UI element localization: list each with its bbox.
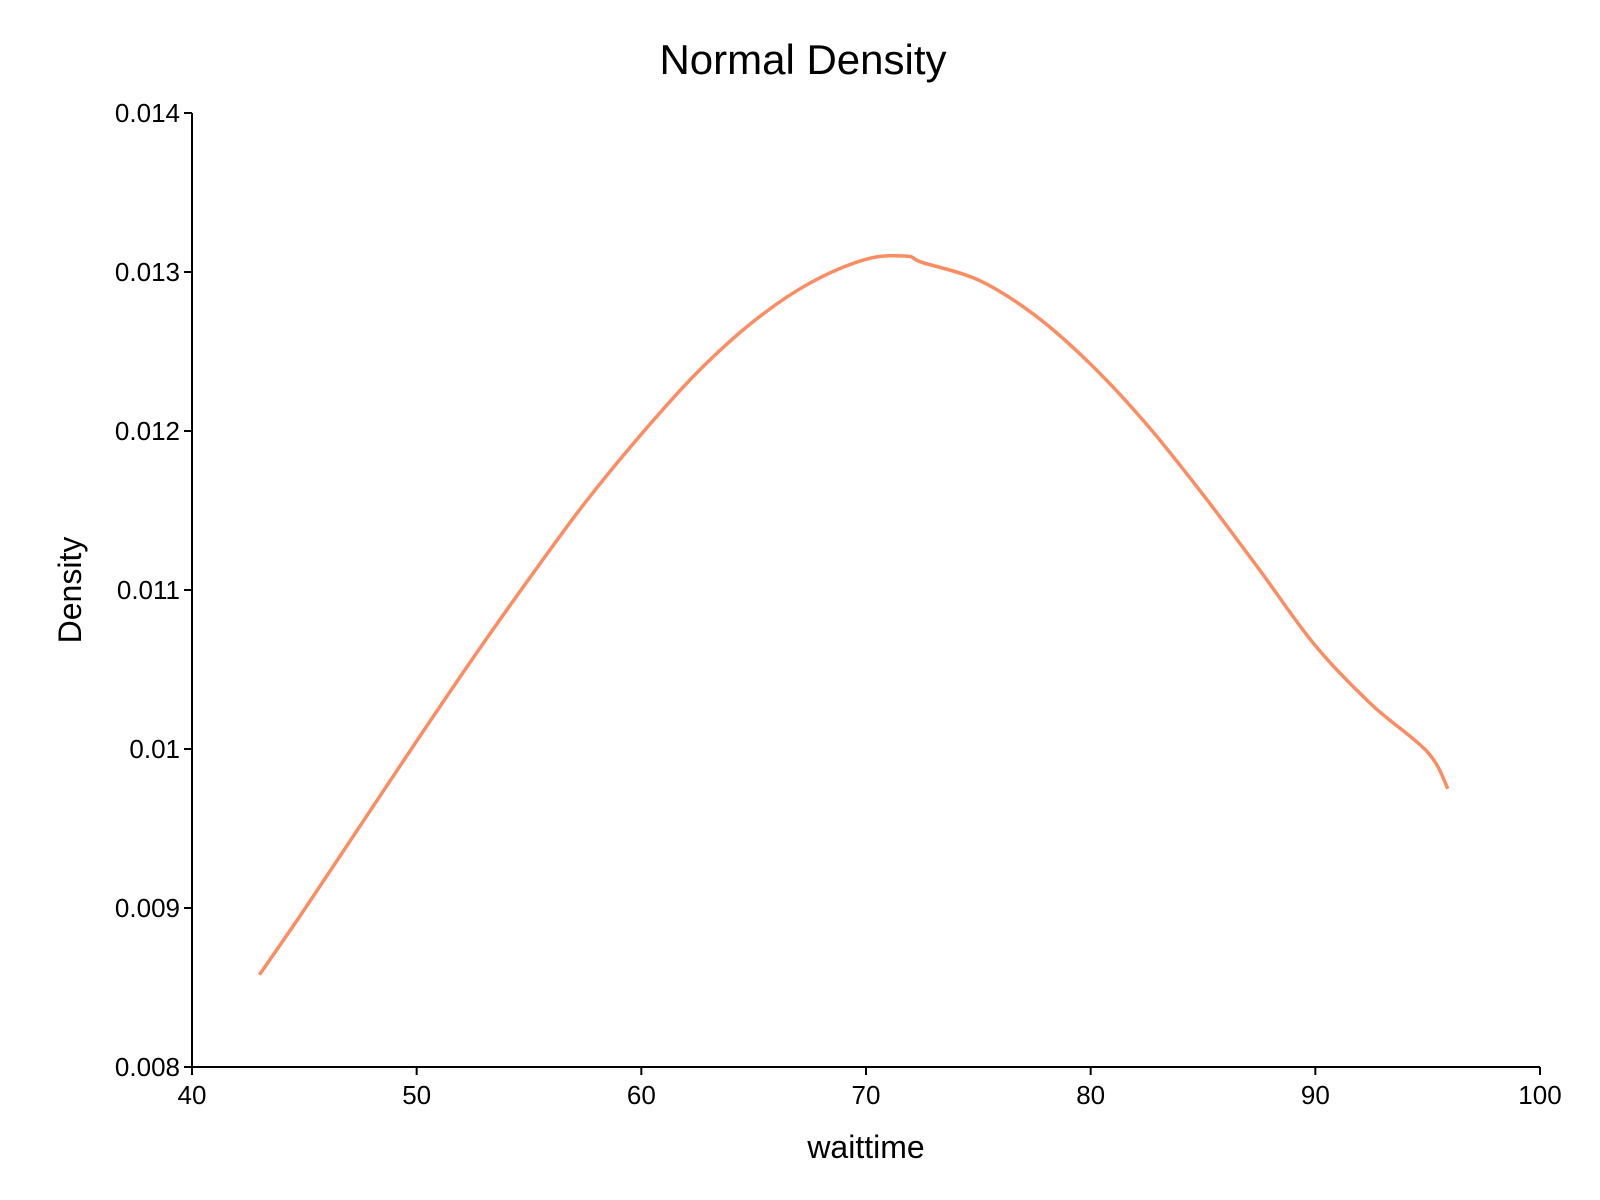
y-tick-label: 0.008 [115,1052,180,1082]
chart-title: Normal Density [659,36,946,83]
y-tick-label: 0.013 [115,257,180,287]
series-layer [257,253,1450,976]
x-tick-label: 50 [402,1080,431,1110]
y-axis-title: Density [52,537,88,644]
x-ticks: 40 50 60 70 80 90 100 [178,1067,1562,1110]
y-tick-label: 0.01 [129,734,180,764]
x-tick-label: 70 [852,1080,881,1110]
x-tick-label: 80 [1076,1080,1105,1110]
y-tick-label: 0.009 [115,893,180,923]
density-curve [257,253,1450,976]
x-tick-label: 40 [178,1080,207,1110]
y-ticks: 0.008 0.009 0.01 0.011 0.012 0.013 0.014 [115,98,192,1082]
y-tick-label: 0.011 [117,575,180,605]
y-tick-label: 0.014 [115,98,180,128]
axes: 0.008 0.009 0.01 0.011 0.012 0.013 0.014 40 50 6… [115,98,1562,1110]
x-tick-label: 60 [627,1080,656,1110]
x-axis-title: waittime [806,1129,924,1165]
x-tick-label: 100 [1518,1080,1561,1110]
x-tick-label: 90 [1301,1080,1330,1110]
y-tick-label: 0.012 [115,416,180,446]
